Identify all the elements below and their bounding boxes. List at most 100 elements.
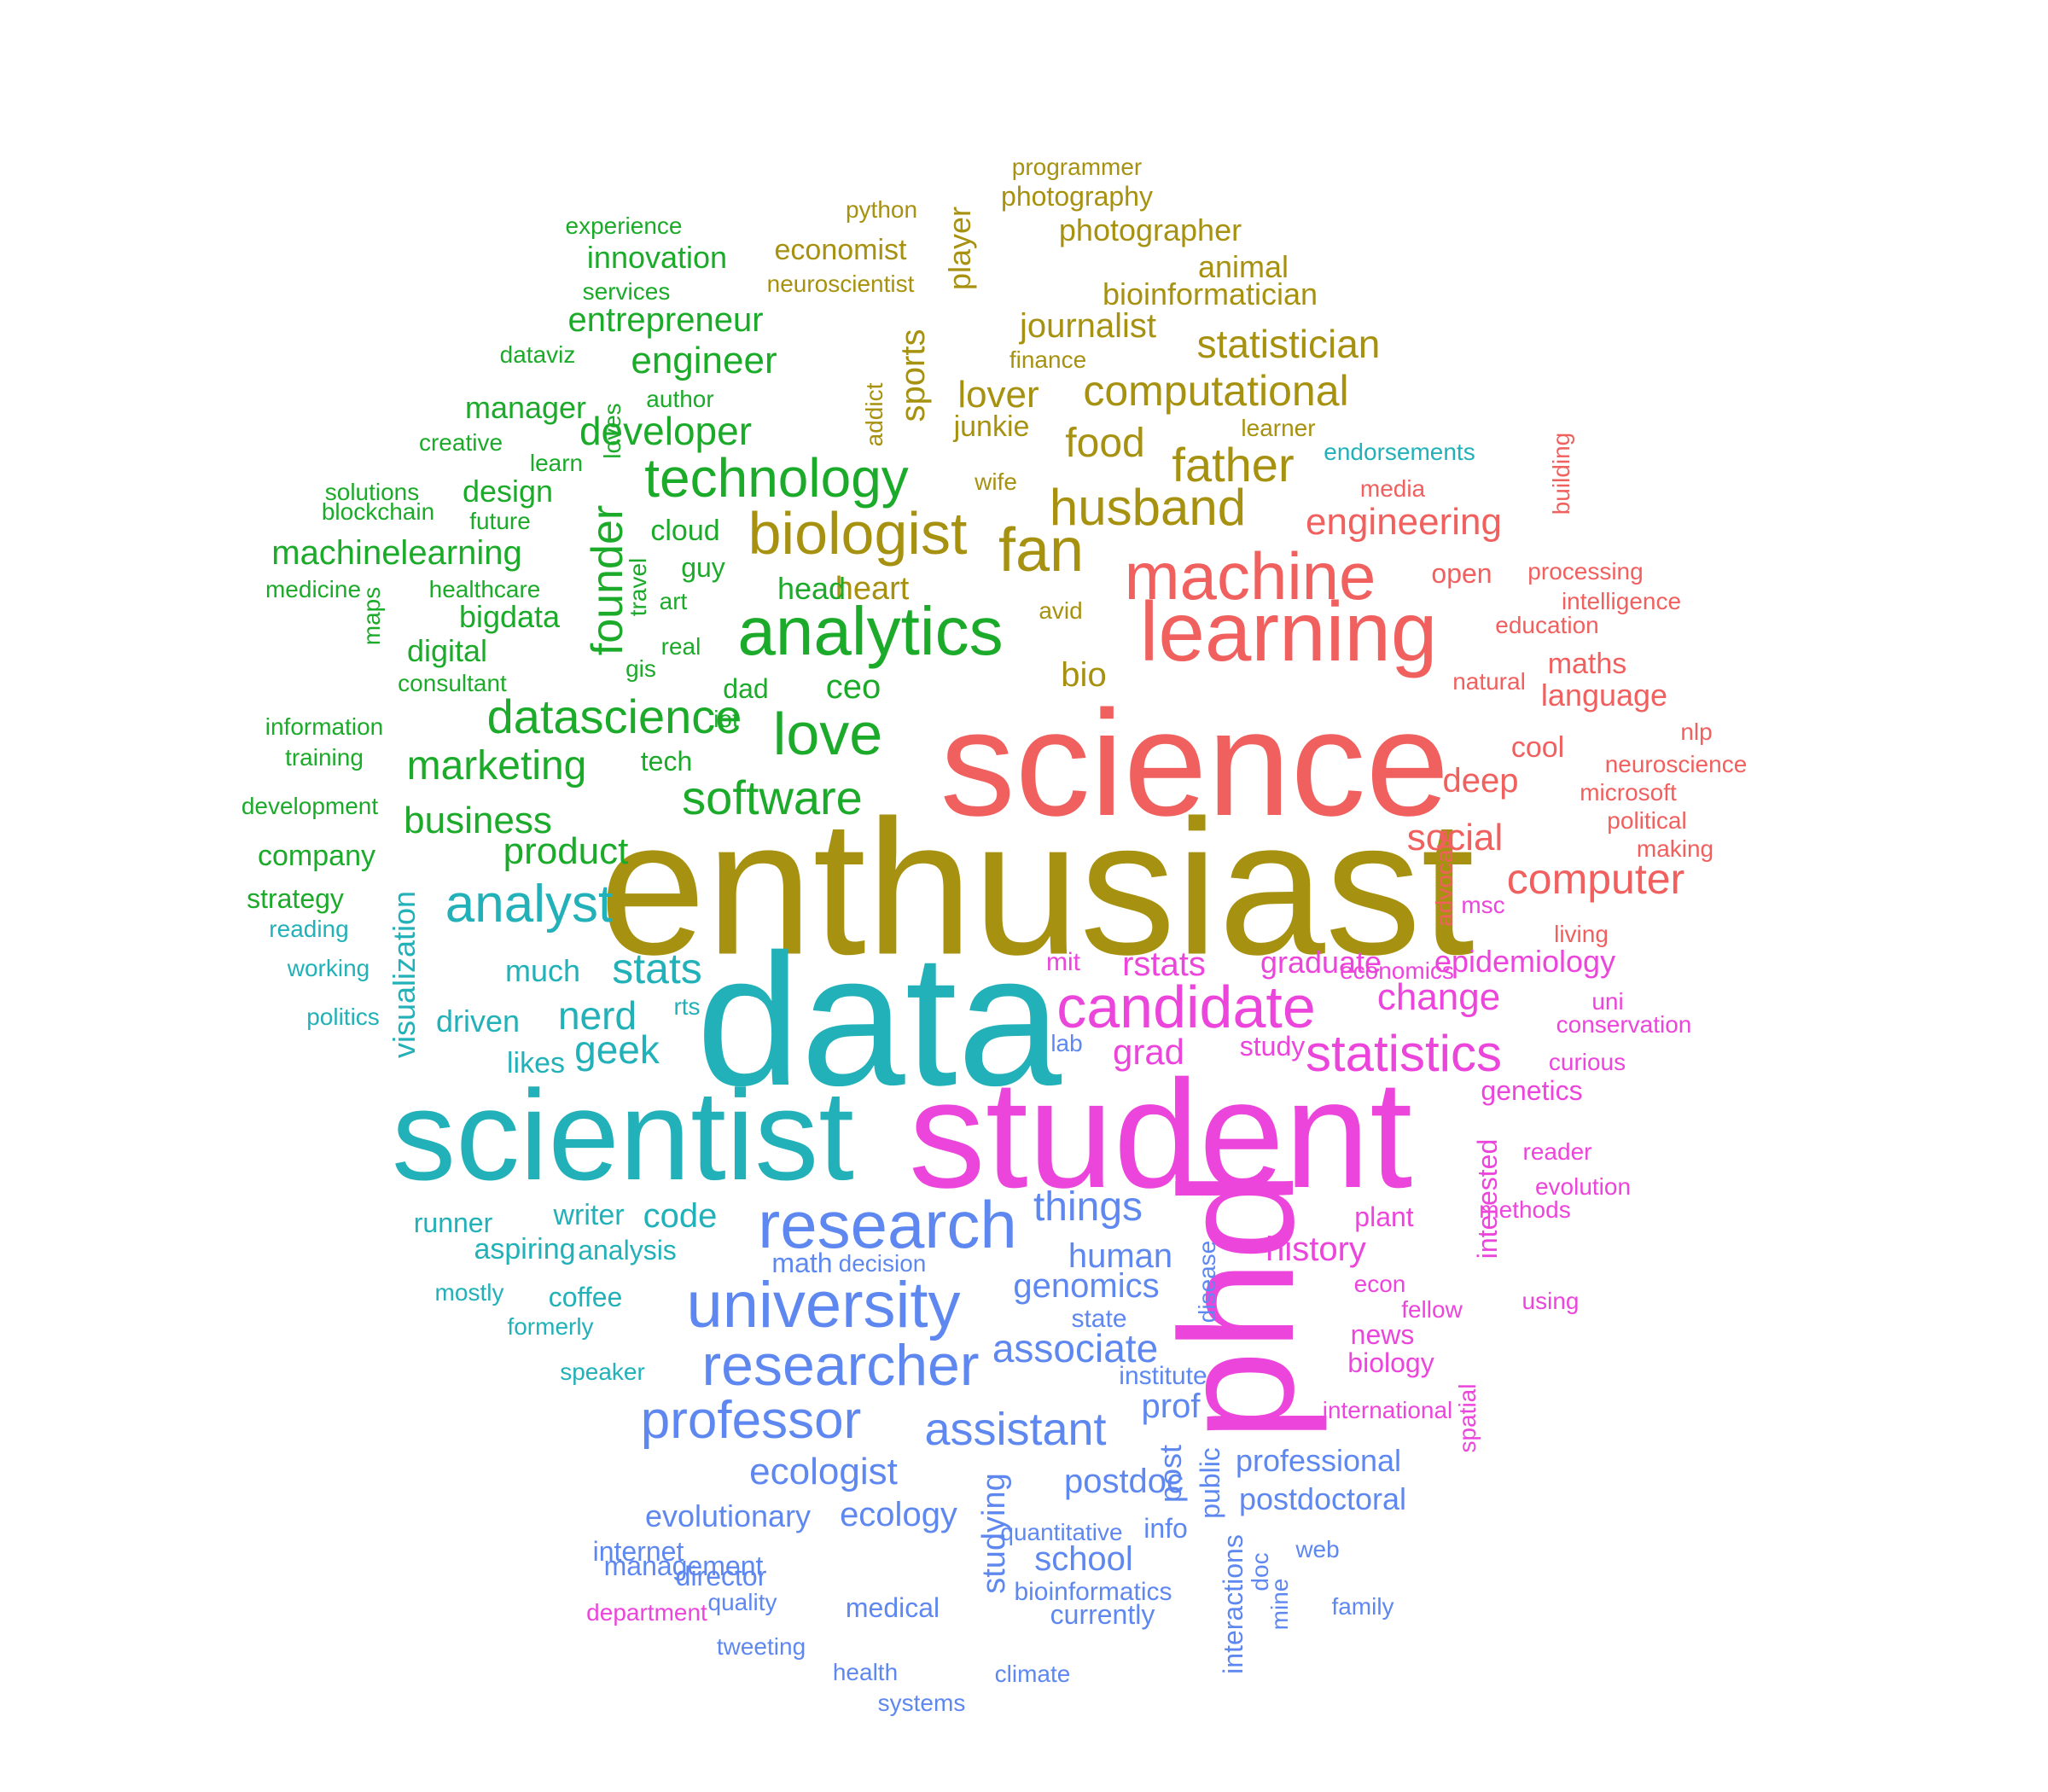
word-economist: economist [774,234,907,266]
word-datascience: datascience [486,689,742,743]
word-data: data [695,915,1062,1125]
word-entrepreneur: entrepreneur [567,301,764,339]
word-graduate: graduate [1260,945,1382,980]
word-stats: stats [612,945,702,992]
word-internet: internet [592,1536,684,1567]
word-things: things [1033,1184,1143,1230]
word-change: change [1376,976,1501,1018]
word-news: news [1350,1319,1415,1350]
word-avid: avid [1039,597,1083,624]
word-evolution: evolution [1534,1173,1632,1200]
word-founder: founder [583,504,632,656]
word-geek: geek [574,1027,660,1072]
word-assistant: assistant [924,1404,1107,1455]
word-programmer: programmer [1011,154,1143,180]
word-training: training [285,744,364,771]
word-journalist: journalist [1019,307,1157,345]
word-lab: lab [1050,1030,1083,1056]
word-rstats: rstats [1122,945,1206,983]
word-wife: wife [975,468,1017,495]
word-genetics: genetics [1481,1075,1583,1106]
word-postdoctoral: postdoctoral [1238,1481,1407,1516]
word-post: post [1153,1444,1188,1504]
word-scientist: scientist [392,1063,854,1207]
word-natural: natural [1452,668,1526,695]
word-heart: heart [835,571,910,607]
word-interactions: interactions [1218,1534,1248,1674]
word-biologist: biologist [748,500,968,567]
word-medicine: medicine [265,576,362,602]
word-msc: msc [1461,892,1505,918]
word-bigdata: bigdata [458,599,561,634]
word-medical: medical [845,1592,940,1623]
word-bioinformatics: bioinformatics [1014,1578,1172,1606]
word-economics: economics [1340,957,1454,984]
word-creative: creative [418,429,503,456]
word-food: food [1065,421,1145,466]
word-photography: photography [1001,181,1153,212]
word-solutions: solutions [324,479,420,505]
word-enthusiast: enthusiast [599,779,1475,995]
word-social: social [1406,817,1504,858]
word-endorsements: endorsements [1324,439,1475,465]
word-director: director [675,1561,767,1591]
word-info: info [1143,1513,1188,1544]
word-photographer: photographer [1058,212,1242,247]
word-political: political [1607,807,1687,834]
word-gis: gis [625,655,656,682]
word-analysis: analysis [578,1235,677,1265]
word-biology: biology [1347,1347,1434,1378]
word-mine: mine [1266,1578,1293,1631]
word-making: making [1636,835,1714,862]
word-evolutionary: evolutionary [644,1498,812,1533]
word-advocate: advocate [1431,829,1457,927]
word-uni: uni [1591,988,1624,1015]
word-ceo: ceo [825,668,881,706]
word-language: language [1540,678,1668,713]
word-experience: experience [565,212,683,239]
word-love: love [772,701,883,767]
word-dad: dad [723,673,769,704]
word-statistics: statistics [1305,1025,1503,1082]
word-driven: driven [435,1004,521,1039]
word-international: international [1322,1397,1453,1423]
word-bioinformatician: bioinformatician [1102,276,1318,311]
word-real: real [660,633,701,660]
word-innovation: innovation [586,240,728,275]
word-engineering: engineering [1306,501,1502,543]
word-design: design [462,474,554,509]
word-living: living [1554,921,1609,947]
word-art: art [659,588,688,614]
word-blockchain: blockchain [321,498,435,525]
word-science: science [940,680,1450,847]
word-junkie: junkie [953,410,1030,443]
word-analytics: analytics [737,593,1004,669]
word-web: web [1295,1536,1340,1562]
word-lover: lover [957,374,1039,416]
word-cool: cool [1510,731,1565,764]
word-machine: machine [1124,538,1376,614]
word-information: information [265,713,384,740]
word-professor: professor [640,1391,862,1450]
word-tweeting: tweeting [716,1633,806,1660]
word-history: history [1265,1231,1366,1268]
word-author: author [646,386,714,412]
word-statistician: statistician [1196,322,1381,366]
word-analyst: analyst [445,875,614,934]
word-intelligence: intelligence [1561,588,1682,614]
word-python: python [845,196,918,223]
word-university: university [686,1269,961,1341]
word-neuroscientist: neuroscientist [766,271,915,297]
word-manager: manager [464,390,587,425]
word-nlp: nlp [1680,719,1713,745]
word-management: management [603,1551,764,1581]
word-company: company [258,840,375,872]
word-development: development [241,793,379,819]
word-epidemiology: epidemiology [1434,944,1616,979]
word-currently: currently [1050,1599,1155,1630]
word-grad: grad [1112,1032,1185,1072]
word-computer: computer [1506,855,1685,903]
word-tech: tech [640,746,693,777]
word-loves: loves [599,403,625,459]
